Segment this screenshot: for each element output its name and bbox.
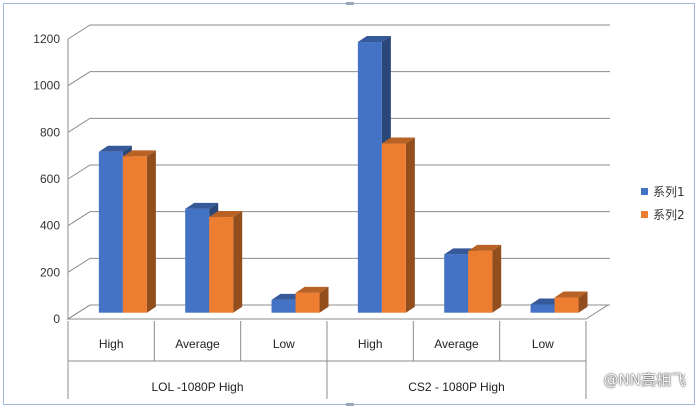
gridline-600: [67, 164, 610, 180]
gridline-0: [67, 304, 610, 320]
bar-top: [295, 286, 329, 293]
bar-2-5: [468, 244, 502, 313]
bar-2-4: [381, 137, 415, 313]
bar-front: [357, 42, 382, 313]
legend-label-2: 系列2: [653, 208, 685, 222]
resize-handle-bottom[interactable]: [346, 403, 354, 406]
bar-2-1: [122, 150, 156, 313]
bar-front: [381, 143, 406, 313]
gridline-400: [67, 211, 610, 227]
bar-front: [554, 297, 579, 313]
bar-top: [357, 36, 391, 43]
bar-side: [233, 211, 243, 313]
bar-front: [468, 250, 493, 313]
category-label: Low: [532, 337, 554, 351]
bar-1-4: [357, 36, 391, 313]
y-tick-label: 800: [40, 125, 60, 139]
y-tick-label: 200: [40, 265, 60, 279]
legend-swatch-2: [641, 211, 648, 218]
bar-front: [98, 151, 123, 313]
bar-top: [185, 202, 219, 209]
bar-front: [530, 304, 555, 313]
group-label: LOL -1080P High: [151, 380, 243, 394]
watermark: @NN高相飞: [603, 371, 686, 389]
bar-2-3: [295, 286, 329, 313]
bar-top: [209, 211, 243, 218]
category-label: Average: [434, 337, 479, 351]
y-tick-label: 1000: [33, 79, 60, 93]
chart-frame[interactable]: 0 200 400 600 800 1000 1200 High Average Low High…: [3, 2, 695, 406]
bar-top: [122, 150, 156, 157]
bar-front: [444, 254, 469, 313]
bar-2-2: [209, 211, 243, 313]
y-tick-label: 0: [53, 312, 60, 326]
bar-front: [209, 217, 234, 313]
bar-2-6: [554, 291, 588, 313]
category-label: Low: [273, 337, 295, 351]
legend-label-1: 系列1: [653, 185, 685, 199]
bar-side: [319, 286, 329, 313]
bar-side: [578, 291, 588, 313]
bar-top: [98, 145, 132, 152]
bar-front: [295, 292, 320, 313]
y-tick-label: 600: [40, 172, 60, 186]
group-label: CS2 - 1080P High: [408, 380, 505, 394]
category-label: Average: [175, 337, 220, 351]
bar-side: [492, 244, 502, 313]
gridline-800: [67, 117, 610, 133]
bar-top: [468, 244, 502, 251]
gridline-1200: [67, 24, 610, 40]
bar-top: [554, 291, 588, 298]
bar-side: [405, 137, 415, 313]
y-tick-label: 400: [40, 219, 60, 233]
bar-front: [271, 299, 296, 313]
bar-front: [122, 156, 147, 313]
bar-side: [146, 150, 156, 313]
y-tick-label: 1200: [33, 32, 60, 46]
legend-swatch-1: [641, 188, 648, 195]
bar-front: [185, 208, 210, 313]
bar-chart-3d: 0 200 400 600 800 1000 1200 High Average Low High…: [33, 24, 685, 399]
gridline-200: [67, 257, 610, 273]
category-label: High: [358, 337, 383, 351]
bar-top: [381, 137, 415, 144]
gridline-1000: [67, 71, 610, 87]
resize-handle-top[interactable]: [346, 2, 354, 5]
category-label: High: [99, 337, 124, 351]
